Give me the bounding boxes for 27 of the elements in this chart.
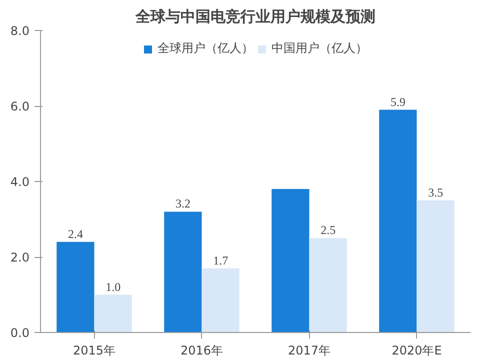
data-label: 1.0: [106, 280, 121, 294]
data-label: 5.9: [390, 94, 406, 109]
legend-label: 中国用户（亿人）: [272, 40, 368, 57]
data-label: 2.4: [68, 226, 83, 241]
bar: [272, 189, 310, 332]
y-tick-label: 4.0: [10, 175, 30, 189]
y-tick-label: 2.0: [10, 250, 30, 264]
y-tick-label: 6.0: [10, 100, 30, 114]
data-label: 3.2: [175, 196, 190, 211]
data-label: 1.7: [213, 253, 228, 268]
x-tick-label: 2016年: [180, 344, 224, 358]
y-tick-label: 8.0: [10, 24, 30, 38]
x-tick-label: 2015年: [72, 344, 116, 358]
data-label: 3.5: [428, 185, 444, 200]
bar: [202, 268, 240, 332]
legend-label: 全球用户（亿人）: [158, 40, 254, 57]
x-tick-label: 2017年: [288, 344, 331, 358]
y-tick-label: 0.0: [10, 326, 30, 340]
bar: [379, 110, 417, 332]
bar: [309, 238, 347, 332]
bar: [56, 242, 94, 332]
bar: [94, 294, 132, 332]
chart-title: 全球与中国电竞行业用户规模及预测: [134, 8, 376, 26]
data-label: 2.5: [320, 223, 336, 238]
bar: [164, 212, 202, 332]
x-tick-label: 2020年E: [392, 344, 442, 358]
bar: [416, 200, 454, 332]
